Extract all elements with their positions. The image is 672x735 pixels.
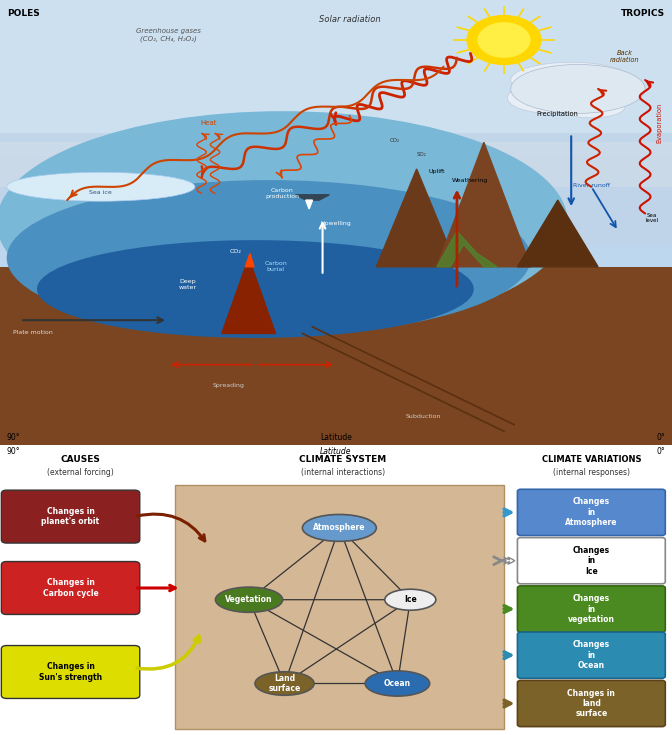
FancyBboxPatch shape (1, 490, 140, 543)
Ellipse shape (385, 589, 436, 610)
Text: Evaporation: Evaporation (656, 103, 662, 143)
Text: Land
surface: Land surface (268, 674, 300, 693)
Text: CO₂: CO₂ (390, 138, 400, 143)
Circle shape (478, 23, 530, 57)
Polygon shape (517, 200, 598, 267)
FancyBboxPatch shape (517, 586, 665, 632)
Polygon shape (245, 254, 254, 267)
Polygon shape (222, 258, 276, 334)
FancyBboxPatch shape (517, 537, 665, 584)
Text: Carbon
burial: Carbon burial (264, 262, 287, 272)
Polygon shape (296, 195, 329, 200)
Text: Changes in
planet's orbit: Changes in planet's orbit (42, 507, 99, 526)
Ellipse shape (558, 96, 625, 118)
Text: Greenhouse gases
(CO₂, CH₄, H₂O₂): Greenhouse gases (CO₂, CH₄, H₂O₂) (136, 28, 200, 41)
Ellipse shape (507, 82, 595, 113)
Text: Precipitation: Precipitation (537, 110, 579, 117)
FancyBboxPatch shape (0, 0, 672, 156)
FancyBboxPatch shape (0, 143, 672, 187)
FancyBboxPatch shape (0, 0, 672, 445)
Text: 90°: 90° (7, 434, 20, 442)
Text: CLIMATE VARIATIONS: CLIMATE VARIATIONS (542, 455, 641, 464)
Text: (internal interactions): (internal interactions) (300, 467, 385, 476)
Text: Deep
water: Deep water (179, 279, 197, 290)
Text: River runoff: River runoff (573, 183, 610, 187)
Polygon shape (437, 232, 497, 267)
Ellipse shape (365, 671, 429, 696)
FancyBboxPatch shape (517, 632, 665, 678)
Text: SO₂: SO₂ (417, 151, 427, 157)
Text: Ice: Ice (404, 595, 417, 604)
Text: Changes in
Sun's strength: Changes in Sun's strength (39, 662, 102, 681)
Text: Changes
in
Ocean: Changes in Ocean (573, 640, 610, 670)
Ellipse shape (0, 111, 568, 334)
Ellipse shape (511, 62, 632, 98)
Text: Latitude: Latitude (320, 434, 352, 442)
Ellipse shape (255, 672, 314, 695)
Text: TROPICS: TROPICS (621, 9, 665, 18)
Text: Ocean: Ocean (384, 679, 411, 688)
Text: 0°: 0° (657, 448, 665, 456)
Ellipse shape (7, 180, 531, 336)
Text: (internal responses): (internal responses) (553, 467, 630, 476)
FancyBboxPatch shape (0, 134, 672, 245)
Polygon shape (437, 143, 531, 267)
Text: Heat: Heat (200, 120, 216, 126)
FancyBboxPatch shape (0, 267, 672, 445)
Text: Atmosphere: Atmosphere (313, 523, 366, 532)
Text: Vegetation: Vegetation (225, 595, 273, 604)
Polygon shape (306, 200, 312, 209)
Text: Uplift: Uplift (429, 170, 445, 174)
FancyBboxPatch shape (517, 490, 665, 536)
FancyBboxPatch shape (1, 562, 140, 614)
FancyBboxPatch shape (517, 681, 665, 727)
FancyBboxPatch shape (175, 485, 504, 728)
Text: Changes in
land
surface: Changes in land surface (567, 689, 616, 718)
Ellipse shape (37, 240, 474, 338)
Text: (external forcing): (external forcing) (47, 467, 114, 476)
Text: Solar radiation: Solar radiation (319, 15, 380, 24)
Ellipse shape (216, 587, 283, 612)
Text: Back
radiation: Back radiation (610, 50, 640, 63)
Text: Carbon
production: Carbon production (265, 188, 299, 199)
Text: Latitude: Latitude (321, 448, 351, 456)
Polygon shape (376, 169, 457, 267)
Text: 0°: 0° (657, 434, 665, 442)
Text: CO₂: CO₂ (229, 249, 241, 254)
Ellipse shape (7, 172, 195, 201)
Text: Sea
level: Sea level (645, 212, 659, 223)
FancyBboxPatch shape (1, 645, 140, 698)
Text: Changes
in
vegetation: Changes in vegetation (568, 594, 615, 624)
Text: Changes
in
Ice: Changes in Ice (573, 546, 610, 576)
Text: 90°: 90° (7, 448, 20, 456)
Text: Changes in
Carbon cycle: Changes in Carbon cycle (43, 578, 98, 598)
Ellipse shape (511, 65, 645, 113)
Text: CLIMATE SYSTEM: CLIMATE SYSTEM (299, 455, 386, 464)
Ellipse shape (302, 514, 376, 542)
Text: Sea ice: Sea ice (89, 190, 112, 196)
Text: POLES: POLES (7, 9, 40, 18)
Text: Weathering: Weathering (452, 179, 489, 183)
Text: Subduction: Subduction (406, 414, 441, 419)
Text: Upwelling: Upwelling (321, 220, 351, 226)
Text: Plate motion: Plate motion (13, 329, 53, 334)
Circle shape (467, 15, 541, 65)
Text: Spreading: Spreading (212, 383, 245, 388)
Text: CAUSES: CAUSES (60, 455, 101, 464)
Text: Changes
in
Atmosphere: Changes in Atmosphere (565, 498, 618, 527)
